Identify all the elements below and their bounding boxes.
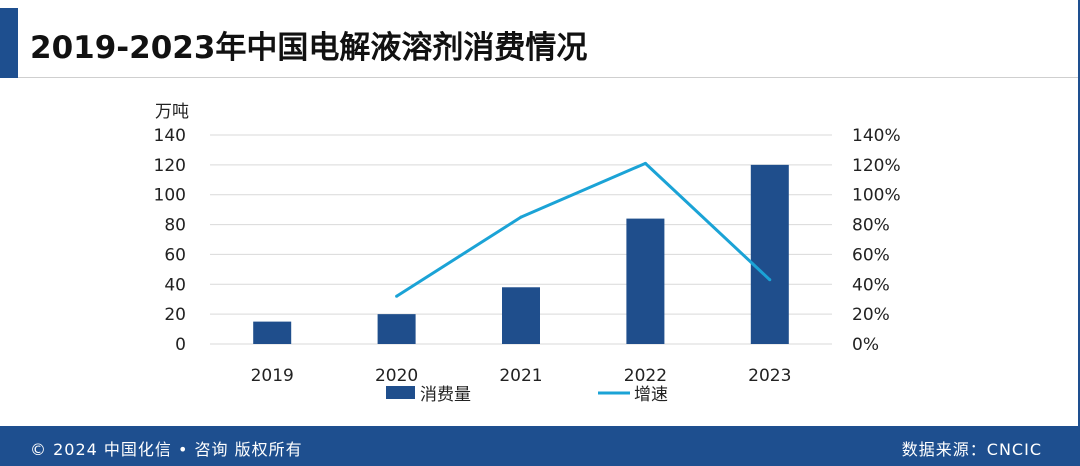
y-tick-label: 100 [154, 186, 186, 206]
y2-tick-label: 140% [852, 126, 901, 146]
y2-tick-label: 0% [852, 335, 879, 355]
y2-tick-label: 80% [852, 216, 890, 236]
chart-frame [1078, 0, 1080, 426]
y-tick-label: 60 [164, 245, 186, 265]
y2-tick-label: 40% [852, 275, 890, 295]
page-title: 2019-2023年中国电解液溶剂消费情况 [30, 30, 588, 66]
legend-label-bar: 消费量 [420, 385, 471, 405]
axis-labels: 0 20 40 60 80 100 120 140 0% 20% 40% 60% 80% 100% 120%… [154, 102, 901, 386]
x-tick-label: 2022 [624, 366, 667, 386]
y2-tick-label: 100% [852, 186, 901, 206]
legend-label-line: 增速 [634, 385, 668, 405]
line-point [643, 161, 647, 165]
growth-line [395, 161, 771, 298]
y-tick-label: 40 [164, 275, 186, 295]
y2-tick-label: 20% [852, 305, 890, 325]
line-point [768, 278, 772, 282]
title-divider [18, 77, 1078, 78]
x-tick-label: 2019 [251, 366, 294, 386]
y-tick-label: 0 [175, 335, 186, 355]
line-point [519, 215, 523, 219]
x-tick-label: 2021 [499, 366, 542, 386]
x-tick-label: 2023 [748, 366, 791, 386]
bar [626, 218, 665, 344]
bar-series [253, 164, 789, 344]
legend-swatch-bar [386, 386, 415, 399]
grid-lines [210, 134, 832, 345]
line-point [395, 294, 399, 298]
bar [253, 321, 292, 344]
x-tick-label: 2020 [375, 366, 418, 386]
y-tick-label: 140 [154, 126, 186, 146]
y-tick-label: 80 [164, 216, 186, 236]
title-accent-bar [0, 8, 18, 78]
legend: 消费量 增速 [386, 385, 668, 405]
y-axis-unit: 万吨 [155, 102, 189, 122]
y2-tick-label: 60% [852, 245, 890, 265]
y2-tick-label: 120% [852, 156, 901, 176]
y-tick-label: 20 [164, 305, 186, 325]
bar [377, 314, 416, 344]
chart: 0 20 40 60 80 100 120 140 0% 20% 40% 60% 80% 100% 120%… [154, 102, 901, 405]
footer-source: 数据来源：CNCIC [901, 440, 1042, 459]
footer-bar: © 2024 中国化信 • 咨询 版权所有 数据来源：CNCIC [0, 426, 1080, 466]
bar [502, 287, 540, 344]
footer-copyright: © 2024 中国化信 • 咨询 版权所有 [30, 440, 303, 459]
line-series [395, 161, 772, 298]
y-tick-label: 120 [154, 156, 186, 176]
bar [750, 164, 789, 344]
